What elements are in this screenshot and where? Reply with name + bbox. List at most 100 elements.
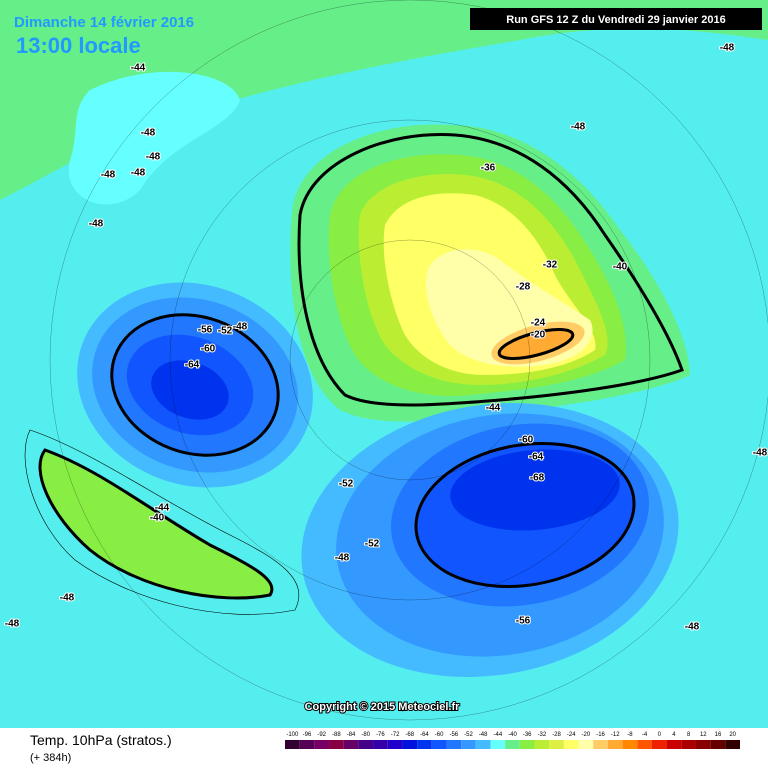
scale-swatch	[622, 740, 638, 749]
scale-label: -76	[376, 732, 385, 738]
footer-lead: (+ 384h)	[30, 752, 71, 764]
scale-label: -44	[493, 732, 502, 738]
scale-label: -20	[582, 732, 591, 738]
scale-label: 20	[729, 732, 736, 738]
scale-label: -16	[596, 732, 605, 738]
contour-label: -28	[516, 282, 531, 293]
scale-label: 12	[700, 732, 707, 738]
scale-label: -68	[405, 732, 414, 738]
graticule	[49, 0, 768, 721]
run-label: Run GFS 12 Z du Vendredi 29 janvier 2016	[506, 14, 725, 26]
region-68	[450, 449, 620, 531]
contour-label: -48	[131, 168, 146, 179]
contour-label: -48	[233, 322, 248, 333]
contour-label: -56	[198, 325, 213, 336]
contour-label: -48	[753, 448, 768, 459]
scale-swatch	[299, 740, 315, 749]
contour-label: -44	[486, 403, 501, 414]
scale-swatch	[563, 740, 579, 749]
scale-label: -48	[479, 732, 488, 738]
contour-label: -48	[60, 593, 75, 604]
contour-label: -48	[89, 219, 104, 230]
contour-label: -44	[131, 63, 146, 74]
contour-label: -48	[141, 128, 156, 139]
footer-title: Temp. 10hPa (stratos.)	[30, 732, 172, 748]
scale-label: -96	[303, 732, 312, 738]
contour-label: -64	[529, 452, 544, 463]
scale-label: 8	[687, 732, 691, 738]
scale-swatch	[285, 740, 300, 749]
scale-label: -64	[420, 732, 429, 738]
scale-label: -56	[449, 732, 458, 738]
contour-label: -60	[201, 344, 216, 355]
region-16	[497, 328, 575, 360]
scale-label: -36	[523, 732, 532, 738]
scale-swatch	[710, 740, 726, 749]
scale-swatch	[681, 740, 696, 749]
scale-label: -84	[347, 732, 356, 738]
scale-swatch	[651, 740, 667, 749]
scale-label: -92	[317, 732, 326, 738]
contour-label: -48	[335, 553, 350, 564]
contour-label: -20	[531, 330, 546, 341]
scale-swatch	[519, 740, 535, 749]
region-44	[0, 0, 768, 200]
contour-label: -56	[516, 616, 531, 627]
scale-swatch	[358, 740, 374, 749]
scale-swatch	[329, 740, 344, 749]
scale-swatch	[343, 740, 359, 749]
scale-swatch	[431, 740, 447, 749]
scale-label: -4	[642, 732, 648, 738]
scale-swatch	[534, 740, 550, 749]
run-box	[470, 8, 762, 30]
contour-label: -48	[571, 122, 586, 133]
contour-label: -48	[5, 619, 20, 630]
scale-label: -8	[627, 732, 633, 738]
scale-swatch	[387, 740, 403, 749]
contour-label: -40	[150, 513, 165, 524]
region-48	[68, 71, 241, 205]
contour-label: -40	[613, 262, 628, 273]
scale-swatch	[373, 740, 388, 749]
contour-label: -52	[365, 539, 380, 550]
date-label: Dimanche 14 février 2016	[14, 14, 194, 31]
scale-swatch	[417, 740, 432, 749]
scale-swatch	[446, 740, 462, 749]
contour-label: -24	[531, 318, 546, 329]
contour-thick	[297, 132, 684, 407]
scale-swatch	[666, 740, 682, 749]
contour-label: -52	[218, 326, 233, 337]
scale-swatch	[402, 740, 418, 749]
scale-swatch	[505, 740, 520, 749]
contour-label: -48	[720, 43, 735, 54]
copyright: Copyright © 2015 Meteociel.fr	[305, 701, 461, 713]
scale-label: 0	[658, 732, 662, 738]
scale-swatch	[637, 740, 652, 749]
scale-swatch	[549, 740, 564, 749]
contour-label: -44	[155, 503, 170, 514]
scale-label: -100	[286, 732, 299, 738]
scale-label: -88	[332, 732, 341, 738]
scale-swatch	[607, 740, 623, 749]
scale-label: -12	[611, 732, 620, 738]
scale-swatch	[475, 740, 491, 749]
contour-label: -68	[530, 473, 545, 484]
contour-label: -64	[185, 360, 200, 371]
contour-labels: -44-48-48-48-48-48-48-48-36-40-32-28-24-…	[4, 42, 768, 634]
scale-swatch	[593, 740, 608, 749]
scale-label: 16	[715, 732, 722, 738]
time-label: 13:00 locale	[16, 33, 141, 58]
scale-swatch	[314, 740, 330, 749]
contour-label: -32	[543, 260, 558, 271]
scale-label: -32	[538, 732, 547, 738]
scale-label: -60	[435, 732, 444, 738]
scale-swatch	[695, 740, 711, 749]
scale-label: -24	[567, 732, 576, 738]
scale-swatch	[578, 740, 594, 749]
scale-label: -52	[464, 732, 473, 738]
scale-label: -80	[361, 732, 370, 738]
scale-swatch	[461, 740, 476, 749]
region-40	[38, 448, 274, 600]
